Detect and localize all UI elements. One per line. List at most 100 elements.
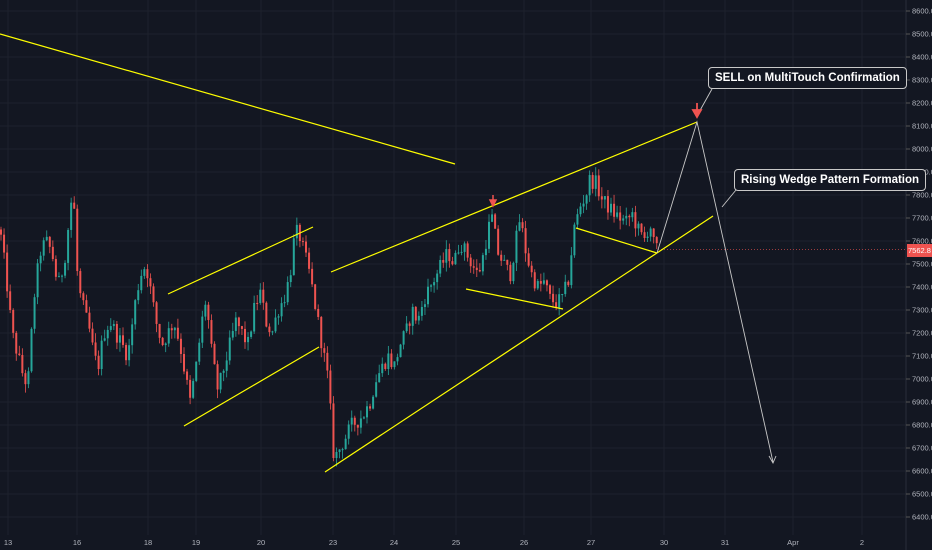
- candle-up: [503, 259, 506, 261]
- candle-down: [268, 326, 271, 333]
- candle-down: [15, 332, 18, 354]
- candle-up: [109, 326, 112, 330]
- x-tick-label: Apr: [787, 538, 799, 547]
- y-tick-label: 8100.0: [912, 122, 932, 131]
- candle-up: [515, 230, 518, 263]
- annotation-pointer-wedge: [721, 189, 737, 208]
- candle-up: [463, 243, 466, 252]
- candle-up: [454, 252, 457, 265]
- wedge-upper-line[interactable]: [330, 121, 698, 273]
- candle-up: [253, 302, 256, 332]
- candle-up: [57, 276, 60, 278]
- candle-up: [283, 302, 286, 304]
- candle-down: [237, 317, 240, 327]
- candle-up: [195, 361, 198, 381]
- candle-up: [616, 212, 619, 217]
- x-tick-label: 25: [452, 538, 460, 547]
- flag-line-1[interactable]: [465, 288, 564, 310]
- candle-down: [628, 215, 631, 218]
- candle-down: [652, 228, 655, 238]
- candle-up: [36, 263, 39, 298]
- sell-arrow-icon-2: [691, 103, 703, 119]
- x-tick-label: 19: [192, 538, 200, 547]
- x-tick-label: 18: [144, 538, 152, 547]
- wedge-lower-line[interactable]: [324, 215, 714, 473]
- candle-down: [305, 241, 307, 253]
- candle-down: [308, 252, 311, 269]
- candle-up: [488, 221, 490, 249]
- candle-down: [216, 364, 219, 390]
- x-tick-label: 13: [4, 538, 12, 547]
- candle-up: [228, 337, 231, 361]
- candle-down: [9, 291, 12, 310]
- candle-up: [417, 315, 420, 321]
- candle-down: [478, 270, 481, 272]
- candle-down: [326, 352, 329, 371]
- candle-up: [399, 344, 402, 358]
- y-tick-label: 8500.0: [912, 30, 932, 39]
- candle-down: [451, 261, 454, 265]
- flag-line-2[interactable]: [575, 227, 658, 254]
- candle-down: [509, 264, 512, 282]
- candle-down: [332, 403, 335, 459]
- y-tick-label: 8600.0: [912, 7, 932, 16]
- candle-down: [506, 259, 509, 265]
- candle-up: [280, 303, 283, 317]
- candle-up: [140, 275, 143, 291]
- channel-lower-line[interactable]: [183, 346, 320, 427]
- candle-up: [405, 323, 408, 332]
- candle-up: [622, 218, 625, 221]
- candle-down: [82, 293, 85, 301]
- candle-up: [375, 382, 378, 397]
- candle-down: [0, 229, 2, 235]
- candle-down: [213, 343, 216, 365]
- candle-down: [545, 280, 548, 286]
- candle-down: [186, 371, 189, 380]
- candle-up: [427, 286, 429, 305]
- y-tick-label: 7100.0: [912, 352, 932, 361]
- y-tick-label: 7000.0: [912, 375, 932, 384]
- candle-up: [30, 328, 33, 372]
- sell-annotation[interactable]: SELL on MultiTouch Confirmation: [708, 67, 907, 89]
- x-tick-label: 27: [587, 538, 595, 547]
- candle-down: [442, 259, 445, 263]
- candle-down: [189, 379, 192, 398]
- candle-down: [448, 249, 451, 262]
- candle-down: [179, 338, 182, 354]
- candle-up: [637, 223, 640, 229]
- candle-up: [439, 259, 442, 274]
- candle-up: [481, 255, 484, 272]
- candle-up: [573, 224, 576, 256]
- candle-down: [323, 348, 326, 353]
- candle-up: [286, 282, 289, 303]
- candle-down: [539, 281, 542, 284]
- candle-up: [594, 175, 597, 189]
- candle-up: [362, 417, 365, 419]
- time-axis[interactable]: 13 16 18 19 20 23 24 25 26 27 30 31 Apr 2: [4, 538, 864, 547]
- candle-down: [94, 342, 97, 356]
- candle-up: [198, 342, 201, 362]
- candle-up: [457, 252, 460, 254]
- candle-up: [42, 240, 45, 256]
- y-tick-label: 6400.0: [912, 513, 932, 522]
- candle-down: [256, 302, 259, 304]
- candle-up: [588, 175, 591, 196]
- long-trendline[interactable]: [0, 33, 456, 165]
- candle-down: [408, 323, 411, 326]
- candle-down: [265, 302, 268, 327]
- candle-down: [533, 272, 536, 289]
- candlestick-series: [0, 167, 906, 467]
- candle-up: [222, 370, 225, 373]
- projection-path[interactable]: [656, 120, 774, 463]
- candle-up: [372, 396, 375, 409]
- channel-upper-line[interactable]: [167, 226, 314, 295]
- candle-down: [152, 286, 155, 303]
- x-tick-label: 16: [73, 538, 81, 547]
- candle-up: [341, 449, 344, 451]
- sell-arrow-icon: [488, 195, 498, 208]
- wedge-annotation[interactable]: Rising Wedge Pattern Formation: [734, 169, 927, 191]
- candle-down: [262, 289, 265, 303]
- y-tick-label: 6800.0: [912, 421, 932, 430]
- candle-up: [436, 273, 439, 283]
- candle-up: [518, 222, 521, 231]
